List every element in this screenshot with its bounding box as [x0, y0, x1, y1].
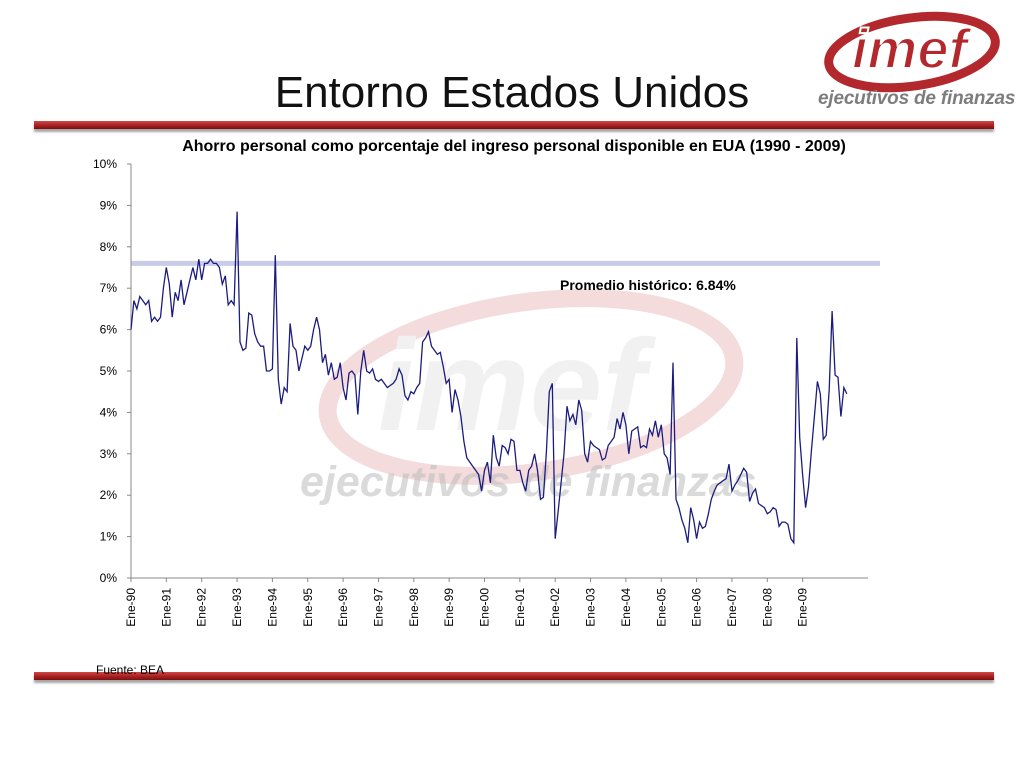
- x-tick-label: Ene-04: [619, 588, 633, 627]
- x-tick-label: Ene-05: [654, 588, 668, 627]
- x-tick-label: Ene-96: [336, 588, 350, 627]
- logo-wordmark: imef: [852, 17, 972, 80]
- x-tick-label: Ene-95: [301, 588, 315, 627]
- watermark-tagline: ejecutivos de finanzas: [300, 458, 757, 506]
- x-tick-label: Ene-93: [230, 588, 244, 627]
- x-tick-label: Ene-00: [478, 588, 492, 627]
- y-tick-label: 3%: [100, 447, 118, 461]
- y-tick-label: 4%: [100, 405, 118, 419]
- slide-title: Entorno Estados Unidos: [274, 68, 750, 117]
- y-tick-label: 2%: [100, 488, 118, 502]
- watermark-wordmark: imef: [378, 312, 657, 458]
- x-tick-label: Ene-97: [371, 588, 385, 627]
- x-tick-label: Ene-08: [760, 588, 774, 627]
- source-note: Fuente: BEA: [96, 663, 165, 677]
- average-annotation: Promedio histórico: 6.84%: [560, 277, 736, 293]
- y-tick-label: 7%: [100, 281, 118, 295]
- top-accent-bar: [34, 121, 994, 129]
- bottom-accent-bar: [34, 672, 994, 680]
- x-tick-label: Ene-01: [513, 588, 527, 627]
- x-tick-label: Ene-03: [584, 588, 598, 627]
- y-tick-label: 6%: [100, 323, 118, 337]
- x-ticks: Ene-90 Ene-91 Ene-92 Ene-93 Ene-94 Ene-95 Ene-…: [124, 578, 810, 627]
- x-tick-label: Ene-02: [548, 588, 562, 627]
- x-tick-label: Ene-07: [725, 588, 739, 627]
- y-tick-label: 0%: [100, 571, 118, 585]
- imef-logo: imef: [824, 11, 1000, 93]
- x-tick-label: Ene-91: [159, 588, 173, 627]
- y-tick-label: 9%: [100, 198, 118, 212]
- y-tick-label: 8%: [100, 240, 118, 254]
- x-tick-label: Ene-98: [407, 588, 421, 627]
- watermark-logo: imef: [318, 289, 744, 485]
- y-tick-label: 1%: [100, 530, 118, 544]
- x-tick-label: Ene-90: [124, 588, 138, 627]
- x-tick-label: Ene-99: [442, 588, 456, 627]
- x-tick-label: Ene-94: [265, 588, 279, 627]
- x-tick-label: Ene-09: [796, 588, 810, 627]
- series-line-savings-rate: [130, 211, 848, 545]
- chart-title: Ahorro personal como porcentaje del ingr…: [182, 138, 846, 155]
- x-tick-label: Ene-92: [195, 588, 209, 627]
- x-tick-label: Ene-06: [690, 588, 704, 627]
- y-tick-label: 10%: [93, 157, 117, 171]
- y-ticks: 0% 1% 2% 3% 4% 5% 6% 7% 8% 9% 10%: [93, 157, 131, 585]
- y-tick-label: 5%: [100, 364, 118, 378]
- logo-tagline: ejecutivos de finanzas: [818, 88, 1016, 109]
